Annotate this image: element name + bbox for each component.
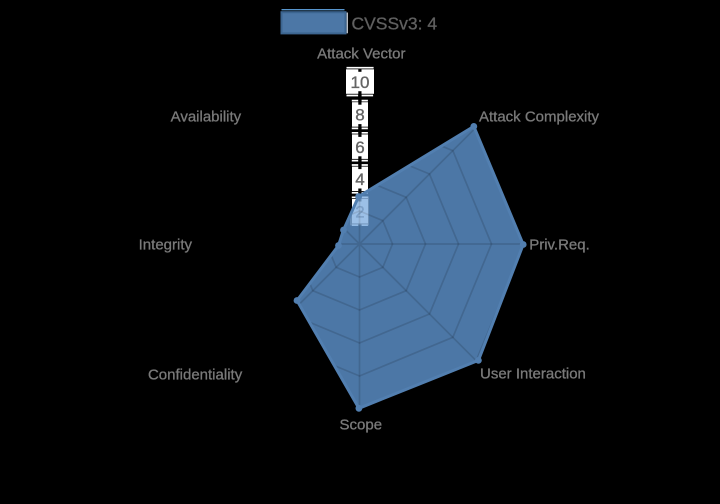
- svg-text:Priv.Req.: Priv.Req.: [529, 236, 590, 253]
- svg-text:6: 6: [355, 138, 364, 157]
- svg-text:CVSSv3: 4: CVSSv3: 4: [352, 14, 438, 34]
- svg-text:10: 10: [351, 73, 370, 92]
- svg-text:Attack Complexity: Attack Complexity: [479, 108, 600, 125]
- svg-text:Confidentiality: Confidentiality: [148, 366, 243, 383]
- svg-text:8: 8: [355, 106, 364, 125]
- svg-text:Integrity: Integrity: [139, 236, 193, 253]
- svg-text:Scope: Scope: [340, 416, 383, 433]
- svg-text:Availability: Availability: [171, 108, 242, 125]
- svg-text:Attack Vector: Attack Vector: [317, 46, 405, 63]
- svg-text:User Interaction: User Interaction: [480, 365, 586, 382]
- svg-text:4: 4: [355, 170, 364, 189]
